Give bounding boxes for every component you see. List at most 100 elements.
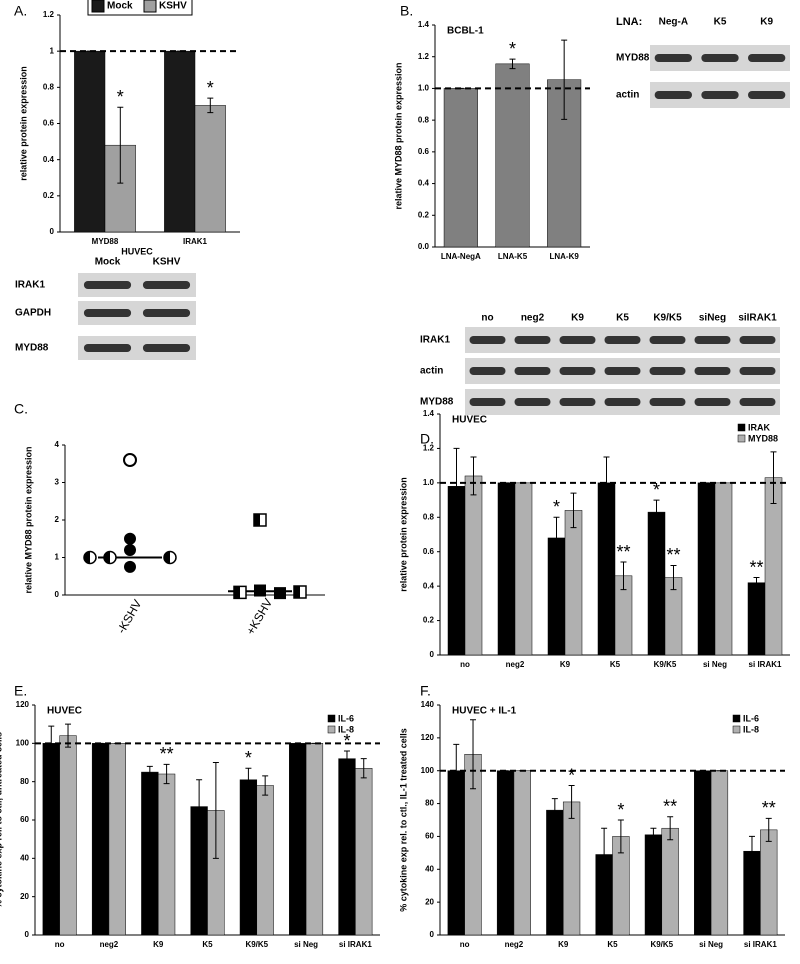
legend-label: IL-8 bbox=[338, 724, 354, 734]
dot-point bbox=[83, 550, 97, 565]
bar bbox=[514, 482, 533, 656]
blot-band bbox=[469, 367, 506, 375]
bar bbox=[710, 770, 729, 936]
error-bar bbox=[568, 785, 575, 819]
error-bar bbox=[650, 827, 657, 842]
bar bbox=[694, 770, 712, 936]
blot-band bbox=[701, 54, 739, 62]
blot-band bbox=[83, 344, 132, 352]
blot-band bbox=[604, 398, 641, 406]
blot-header: HUVEC bbox=[121, 246, 153, 256]
bar bbox=[661, 827, 679, 936]
bar bbox=[194, 105, 226, 233]
legend-swatch bbox=[737, 423, 746, 432]
y-tick-label: 1 bbox=[50, 46, 55, 55]
y-tick-label: 0.0 bbox=[418, 242, 430, 251]
y-tick-label: 20 bbox=[425, 897, 434, 906]
x-tick-label: si IRAK1 bbox=[744, 940, 777, 949]
y-tick-label: 0 bbox=[430, 650, 435, 659]
annotation: * bbox=[553, 497, 560, 517]
blot-row-label: actin bbox=[616, 90, 639, 101]
y-tick-label: 0.6 bbox=[423, 547, 435, 556]
error-bar bbox=[603, 456, 610, 510]
marker bbox=[254, 584, 266, 597]
blot-band bbox=[514, 398, 551, 406]
annotation: * bbox=[568, 765, 575, 785]
x-tick-label: K9/K5 bbox=[654, 660, 677, 669]
blot-lane-label: siNeg bbox=[699, 313, 726, 324]
annotation: ** bbox=[663, 796, 677, 816]
blot-band bbox=[604, 367, 641, 375]
marker bbox=[124, 560, 136, 573]
error-bar bbox=[360, 758, 367, 779]
blot-band bbox=[83, 309, 132, 317]
x-tick-label: si Neg bbox=[294, 940, 318, 949]
error-bar bbox=[212, 762, 219, 859]
error-bar bbox=[453, 447, 460, 525]
error-bar bbox=[653, 499, 660, 525]
chart-title: HUVEC bbox=[452, 415, 487, 426]
annotation: ** bbox=[666, 545, 680, 565]
bar bbox=[305, 743, 324, 936]
blot-band bbox=[83, 281, 132, 289]
error-bar bbox=[509, 58, 516, 70]
x-tick-label: MYD88 bbox=[92, 237, 119, 246]
marker bbox=[124, 544, 136, 556]
blot-lane-label: KSHV bbox=[153, 257, 181, 268]
y-tick-label: 0.8 bbox=[423, 512, 435, 521]
bar bbox=[647, 511, 666, 656]
y-axis-label: relative MYD88 protein expression bbox=[23, 446, 33, 593]
y-tick-label: 120 bbox=[421, 733, 435, 742]
bar bbox=[256, 785, 274, 936]
blot-row-label: MYD88 bbox=[420, 397, 454, 408]
blot-lane-title: LNA: bbox=[616, 16, 642, 28]
y-tick-label: 1.4 bbox=[418, 20, 430, 29]
annotation: * bbox=[509, 39, 516, 59]
error-bar bbox=[670, 564, 677, 591]
marker-half bbox=[294, 586, 300, 598]
y-tick-label: 20 bbox=[20, 892, 29, 901]
x-tick-label: si Neg bbox=[699, 940, 723, 949]
annotation: ** bbox=[762, 798, 776, 818]
dot-point bbox=[123, 453, 137, 467]
x-tick-label: IRAK1 bbox=[183, 237, 208, 246]
x-tick-label: +KSHV bbox=[243, 596, 275, 637]
marker-half bbox=[84, 551, 90, 564]
blot-lane-label: K5 bbox=[714, 17, 727, 28]
bar bbox=[714, 482, 733, 656]
legend-swatch bbox=[732, 725, 741, 734]
error-bar bbox=[470, 719, 477, 790]
dot-point bbox=[124, 532, 136, 545]
y-axis-label: relative MYD88 protein expression bbox=[393, 62, 403, 209]
dot-point bbox=[233, 585, 247, 600]
blot-lane-label: no bbox=[481, 313, 493, 324]
x-tick-label: K9/K5 bbox=[245, 940, 268, 949]
marker-half bbox=[254, 514, 260, 526]
y-tick-label: 0.4 bbox=[418, 179, 430, 188]
bar bbox=[239, 779, 258, 936]
bar bbox=[289, 743, 307, 936]
error-bar bbox=[561, 39, 568, 120]
blot-band bbox=[739, 367, 776, 375]
bar bbox=[513, 770, 531, 936]
y-tick-label: 1.0 bbox=[423, 478, 435, 487]
error-bar bbox=[453, 743, 460, 798]
y-tick-label: 40 bbox=[425, 864, 434, 873]
blot-band bbox=[514, 367, 551, 375]
annotation: ** bbox=[160, 744, 174, 764]
bar bbox=[496, 770, 515, 936]
blot-lane-label: K9 bbox=[571, 313, 584, 324]
blot-band bbox=[559, 398, 596, 406]
legend-swatch bbox=[737, 434, 746, 443]
blot-band bbox=[469, 336, 506, 344]
x-tick-label: LNA-NegA bbox=[441, 252, 481, 261]
bar bbox=[108, 743, 126, 936]
y-tick-label: 40 bbox=[20, 853, 29, 862]
annotation: * bbox=[245, 748, 252, 768]
bar bbox=[74, 50, 106, 233]
dot-point bbox=[103, 550, 117, 565]
marker bbox=[123, 453, 137, 467]
blot-band bbox=[748, 54, 786, 62]
error-bar bbox=[245, 767, 252, 792]
blot-band bbox=[654, 91, 692, 99]
